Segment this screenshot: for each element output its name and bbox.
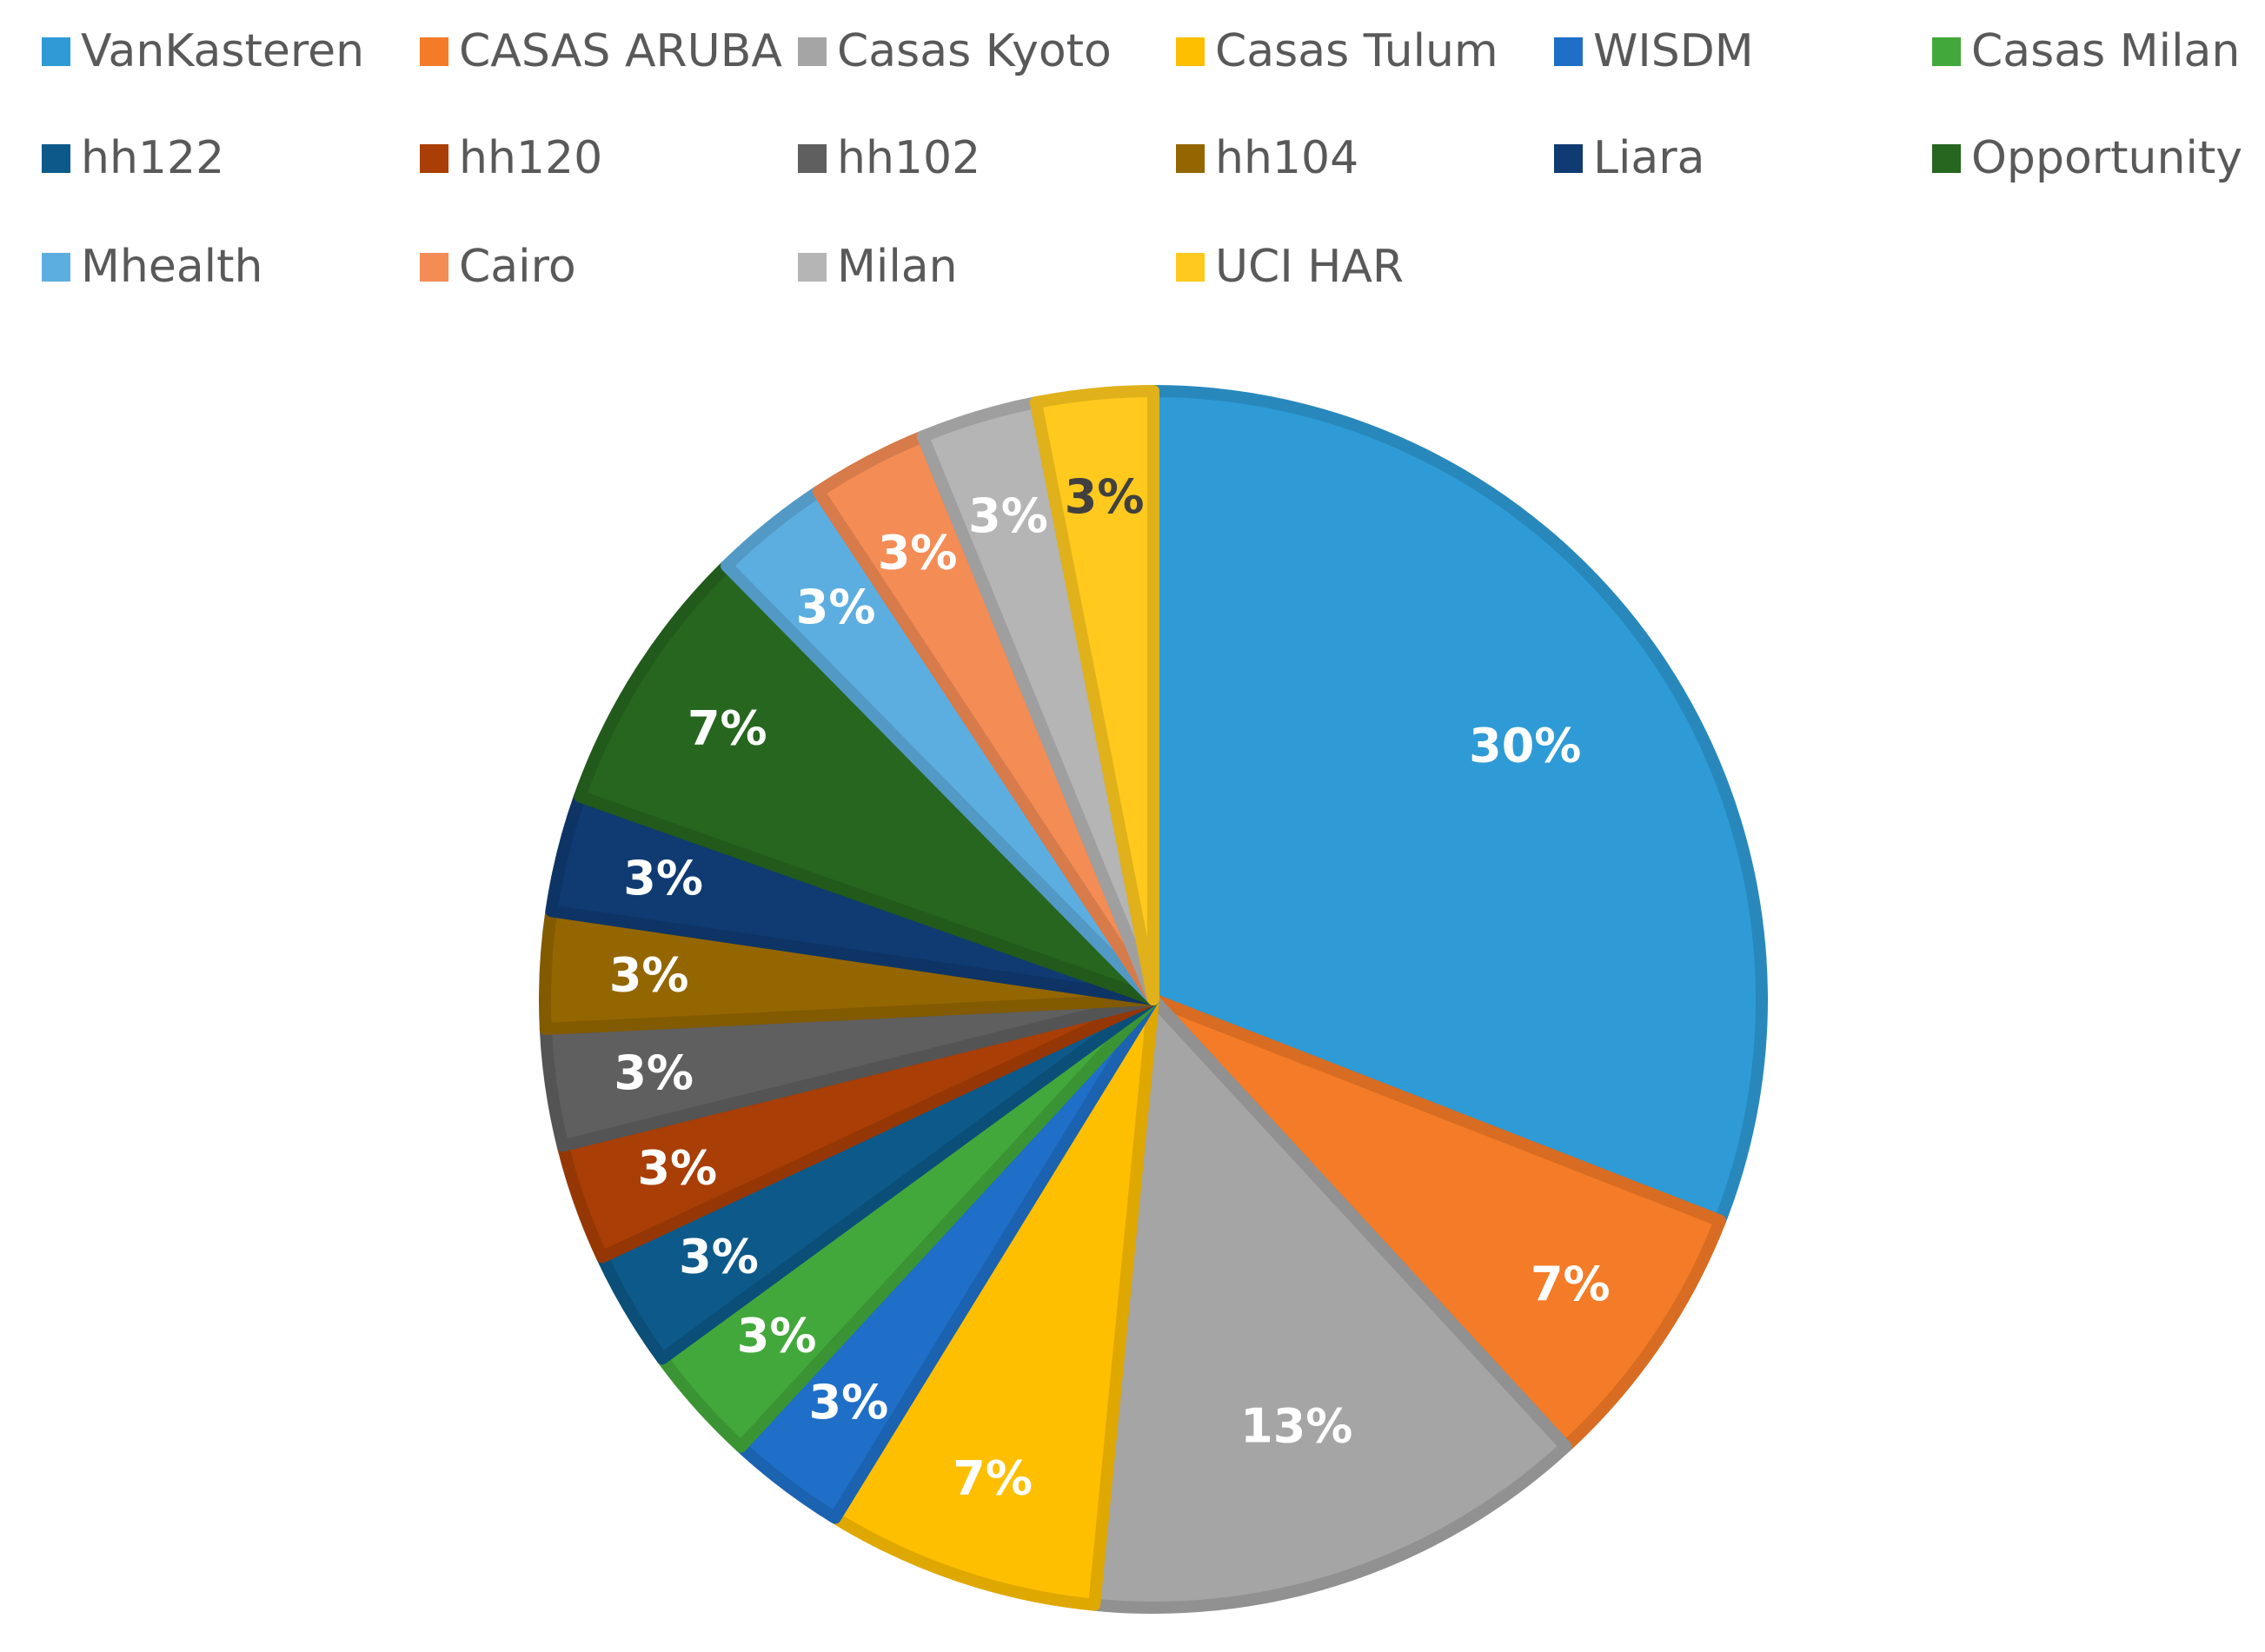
pie-data-label-hh120: 3% xyxy=(637,1140,717,1195)
pie-data-label-casas-kyoto: 13% xyxy=(1240,1399,1352,1454)
pie-data-label-liara: 3% xyxy=(623,851,703,906)
legend-item-vankasteren: VanKasteren xyxy=(42,21,364,82)
pie-data-label-casas-tulum: 7% xyxy=(953,1450,1033,1505)
pie-data-label-wisdm: 3% xyxy=(809,1375,889,1430)
legend-item-milan: Milan xyxy=(798,236,958,297)
legend-label: CASAS ARUBA xyxy=(459,25,782,77)
legend-swatch xyxy=(798,36,827,66)
legend-item-casas-kyoto: Casas Kyoto xyxy=(798,21,1112,82)
legend-label: WISDM xyxy=(1593,25,1754,77)
legend-swatch xyxy=(1176,252,1205,282)
legend-swatch xyxy=(420,143,448,173)
pie-data-label-vankasteren: 30% xyxy=(1469,718,1581,773)
pie-data-label-cairo: 3% xyxy=(878,526,958,581)
legend-label: Casas Tulum xyxy=(1215,25,1498,77)
pie-data-label-opportunity: 7% xyxy=(687,701,767,756)
legend-item-casas-tulum: Casas Tulum xyxy=(1176,21,1498,82)
legend-label: Casas Milan xyxy=(1971,25,2241,77)
pie-slice-vankasteren xyxy=(1147,385,1768,1227)
legend-item-opportunity: Opportunity xyxy=(1932,128,2242,189)
legend-swatch xyxy=(42,252,70,282)
legend-swatch xyxy=(1932,36,1961,66)
pie-data-label-uci-har: 3% xyxy=(1065,469,1145,524)
legend-swatch xyxy=(798,252,827,282)
pie-data-label-hh122: 3% xyxy=(679,1229,759,1284)
legend-swatch xyxy=(42,143,70,173)
legend-swatch xyxy=(42,36,70,66)
legend-label: Casas Kyoto xyxy=(837,25,1112,77)
pie-data-label-hh102: 3% xyxy=(614,1045,694,1100)
legend-item-liara: Liara xyxy=(1554,128,1705,189)
pie-data-label-casas-aruba: 7% xyxy=(1531,1257,1611,1311)
legend-label: Opportunity xyxy=(1971,132,2243,184)
legend-item-wisdm: WISDM xyxy=(1554,21,1754,82)
legend-item-hh120: hh120 xyxy=(420,128,602,189)
legend-swatch xyxy=(798,143,827,173)
legend-label: Liara xyxy=(1593,132,1705,184)
legend-swatch xyxy=(420,252,448,282)
pie-data-label-hh104: 3% xyxy=(609,947,689,1002)
legend-swatch xyxy=(420,36,448,66)
pie-slice-casas-kyoto xyxy=(1088,993,1572,1614)
legend-label: Milan xyxy=(837,241,958,293)
legend-swatch xyxy=(1932,143,1961,173)
legend-item-hh122: hh122 xyxy=(42,128,224,189)
pie-data-labels: 30%7%13%7%3%3%3%3%3%3%3%7%3%3%3% 3% xyxy=(609,469,1611,1505)
legend-swatch xyxy=(1554,143,1583,173)
legend-label: Cairo xyxy=(459,241,576,293)
legend-item-cairo: Cairo xyxy=(420,236,576,297)
pie-slice-casas-tulum xyxy=(828,993,1159,1611)
legend-item-hh102: hh102 xyxy=(798,128,980,189)
legend-swatch xyxy=(1554,36,1583,66)
legend-label: VanKasteren xyxy=(81,25,365,77)
legend-item-uci-har: UCI HAR xyxy=(1176,236,1404,297)
pie-data-label-milan: 3% xyxy=(968,488,1048,543)
pie-data-label-casas-milan: 3% xyxy=(737,1308,817,1363)
legend-item-mhealth: Mhealth xyxy=(42,236,262,297)
legend-item-casas-aruba: CASAS ARUBA xyxy=(420,21,782,82)
pie-slice-uci-har xyxy=(1029,385,1159,1005)
pie-data-label-mhealth: 3% xyxy=(796,580,876,634)
legend-label: hh104 xyxy=(1215,132,1359,184)
legend-swatch xyxy=(1176,36,1205,66)
pie-slices xyxy=(539,385,1768,1614)
pie-slice-casas-aruba xyxy=(1147,993,1727,1453)
legend-label: hh122 xyxy=(81,132,225,184)
legend-label: UCI HAR xyxy=(1215,241,1405,293)
legend-label: hh102 xyxy=(837,132,981,184)
legend-label: Mhealth xyxy=(81,241,263,293)
legend-swatch xyxy=(1176,143,1205,173)
legend-item-casas-milan: Casas Milan xyxy=(1932,21,2240,82)
legend-label: hh120 xyxy=(459,132,603,184)
legend-item-hh104: hh104 xyxy=(1176,128,1358,189)
pie-slice-opportunity xyxy=(574,560,1159,1005)
